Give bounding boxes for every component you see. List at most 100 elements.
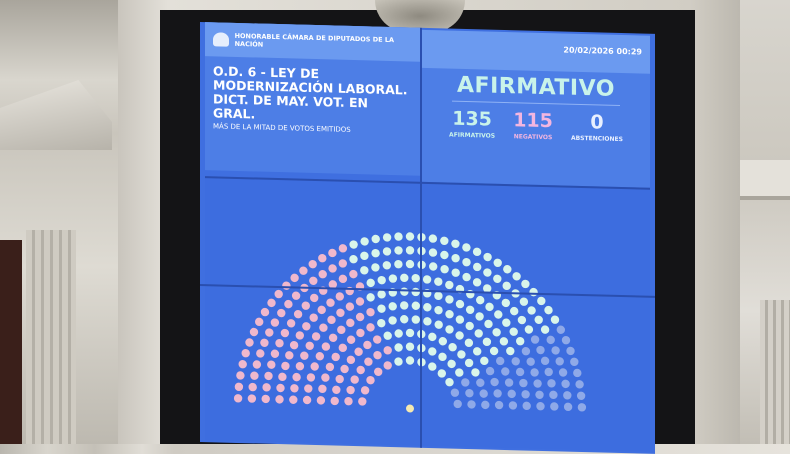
- seat-absent: [526, 357, 535, 366]
- seat-affirmative: [438, 352, 447, 362]
- seat-negative: [275, 338, 284, 348]
- seat-absent: [490, 377, 499, 387]
- seat-negative: [346, 335, 356, 344]
- seat-affirmative: [501, 298, 510, 308]
- seat-negative: [335, 374, 344, 384]
- seat-affirmative: [484, 319, 493, 329]
- seat-negative: [264, 371, 273, 381]
- seat-absent: [504, 378, 514, 387]
- seat-affirmative: [472, 278, 482, 287]
- seat-affirmative: [428, 362, 437, 371]
- seat-negative: [280, 328, 290, 338]
- seat-negative: [236, 371, 245, 380]
- seat-absent: [493, 389, 502, 398]
- result-panel: 20/02/2026 00:29 AFIRMATIVO 135 AFIRMATI…: [422, 29, 650, 190]
- seat-negative: [317, 305, 326, 315]
- seat-negative: [364, 357, 373, 366]
- seat-negative: [309, 313, 318, 322]
- seat-negative: [336, 308, 345, 317]
- seat-affirmative: [499, 337, 509, 346]
- seat-affirmative: [517, 315, 527, 325]
- seat-affirmative: [429, 262, 438, 271]
- seat-affirmative: [451, 239, 460, 248]
- seat-absent: [561, 379, 570, 389]
- seat-absent: [566, 346, 575, 356]
- seat-affirmative: [445, 280, 454, 290]
- seat-negative: [328, 333, 338, 342]
- seat-president: [406, 404, 414, 413]
- voting-screen: HONORABLE CÁMARA DE DIPUTADOS DE LA NACI…: [200, 22, 655, 454]
- seat-negative: [310, 293, 319, 303]
- afirmativos-number: 135: [452, 107, 492, 131]
- seat-negative: [248, 382, 257, 392]
- seat-affirmative: [445, 378, 454, 387]
- seat-affirmative: [493, 274, 502, 283]
- screen-seam: [420, 27, 422, 448]
- seat-negative: [311, 332, 321, 341]
- seat-absent: [481, 400, 490, 410]
- seat-negative: [325, 362, 335, 372]
- seat-affirmative: [388, 274, 398, 283]
- seat-affirmative: [366, 293, 375, 302]
- seat-negative: [261, 394, 270, 404]
- seat-negative: [331, 352, 340, 362]
- seat-negative: [305, 341, 314, 350]
- seat-negative: [256, 349, 265, 358]
- seat-affirmative: [394, 343, 403, 352]
- seat-affirmative: [434, 305, 443, 315]
- seat-affirmative: [377, 275, 386, 285]
- seat-negative: [309, 276, 318, 285]
- seat-affirmative: [405, 232, 415, 241]
- seat-affirmative: [485, 302, 494, 312]
- seat-negative: [373, 335, 382, 344]
- seat-negative: [262, 383, 271, 392]
- seat-affirmative: [400, 273, 409, 283]
- count-abstenciones: 0 ABSTENCIONES: [571, 111, 623, 143]
- seat-negative: [354, 347, 363, 356]
- seat-affirmative: [509, 327, 518, 336]
- seat-affirmative: [493, 258, 502, 267]
- seat-negative: [340, 364, 349, 374]
- seat-affirmative: [360, 237, 369, 246]
- seat-absent: [551, 346, 560, 355]
- seat-affirmative: [524, 325, 534, 334]
- seat-negative: [338, 274, 348, 284]
- seat-affirmative: [464, 338, 474, 348]
- seat-affirmative: [366, 278, 375, 288]
- seat-negative: [302, 322, 311, 331]
- seat-negative: [234, 382, 244, 392]
- seat-negative: [299, 266, 308, 275]
- chamber-logo-icon: [213, 32, 229, 47]
- seat-affirmative: [455, 299, 465, 309]
- seat-negative: [295, 362, 305, 371]
- seat-negative: [321, 342, 331, 351]
- seat-negative: [355, 312, 365, 322]
- seat-affirmative: [360, 251, 369, 261]
- seat-affirmative: [423, 303, 432, 312]
- seat-affirmative: [521, 279, 530, 289]
- seat-affirmative: [411, 273, 420, 283]
- abstenciones-number: 0: [590, 111, 604, 134]
- seat-affirmative: [455, 331, 464, 340]
- seat-affirmative: [440, 250, 449, 260]
- seat-affirmative: [428, 332, 437, 342]
- seat-absent: [450, 388, 460, 397]
- seat-absent: [550, 402, 559, 411]
- seat-affirmative: [405, 356, 415, 365]
- seat-negative: [358, 397, 367, 406]
- seat-negative: [293, 309, 303, 319]
- seat-negative: [300, 351, 309, 360]
- seat-negative: [373, 350, 382, 360]
- seat-negative: [252, 360, 262, 369]
- seat-affirmative: [506, 346, 515, 356]
- seat-affirmative: [447, 359, 456, 369]
- seat-negative: [274, 289, 283, 299]
- seat-affirmative: [476, 295, 485, 305]
- seat-absent: [544, 367, 553, 377]
- result-outcome: AFIRMATIVO: [457, 72, 615, 102]
- seat-absent: [522, 401, 531, 411]
- negativos-label: NEGATIVOS: [513, 133, 553, 142]
- seat-absent: [575, 380, 584, 389]
- seat-negative: [295, 331, 305, 340]
- seat-absent: [536, 345, 545, 355]
